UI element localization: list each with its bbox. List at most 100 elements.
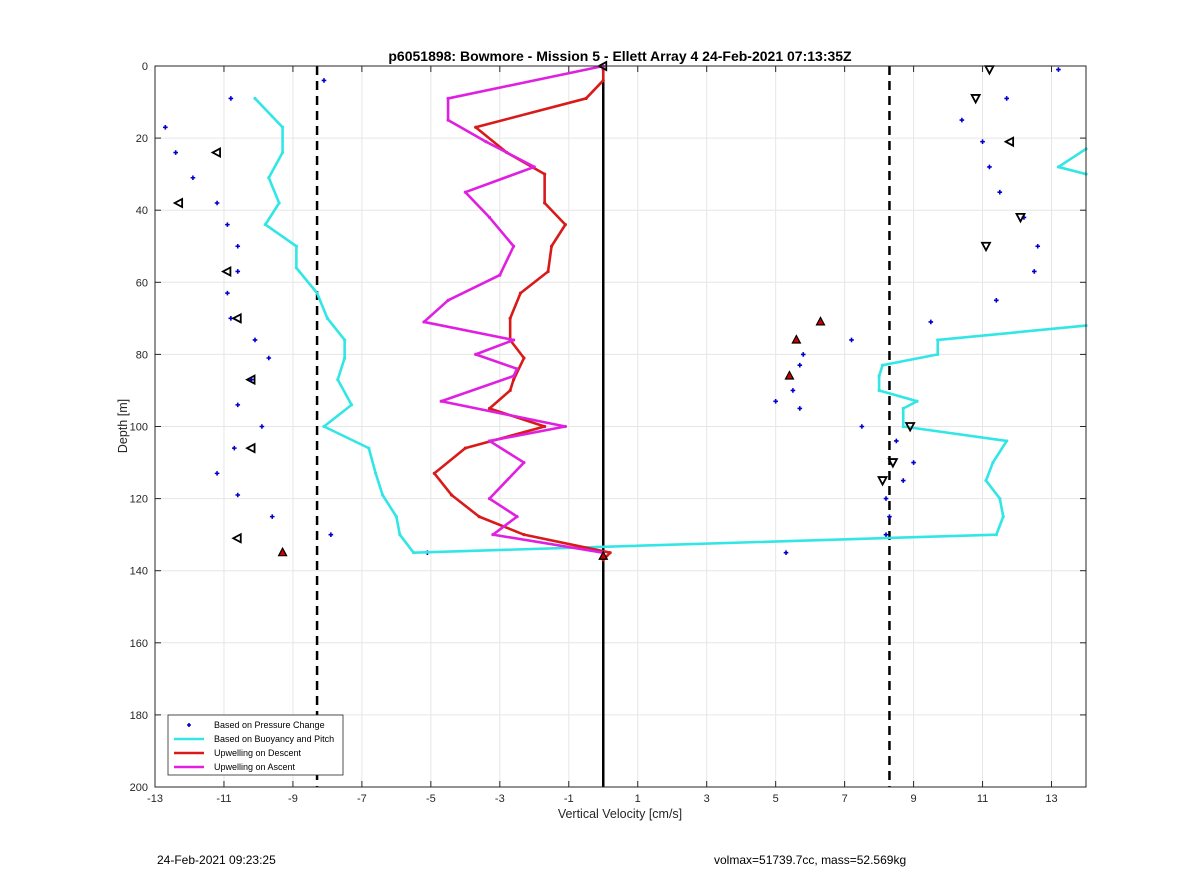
based-on-pressure-change-point [214, 200, 220, 206]
based-on-pressure-change-point [894, 438, 899, 444]
upwelling-on-ascent-point [563, 424, 567, 429]
ascent-marker [172, 197, 184, 209]
descent-marker [1014, 213, 1026, 224]
upwelling-on-ascent-point [512, 338, 516, 342]
based-on-pressure-change-point [1004, 96, 1009, 101]
based-on-pressure-change-point [797, 362, 803, 368]
upwelling-on-ascent-point [491, 533, 495, 537]
based-on-buoyancy-and-pitch-point [267, 176, 271, 180]
based-on-pressure-change-point [911, 460, 916, 465]
based-on-pressure-change-point [797, 406, 803, 411]
y-tick-label: 40 [136, 205, 148, 217]
legend-box [167, 714, 344, 776]
x-tick-label: -3 [495, 793, 505, 805]
based-on-pressure-change-point [235, 492, 241, 498]
based-on-pressure-change-point [1056, 67, 1061, 72]
upwelling-on-descent-point [546, 269, 550, 274]
upwelling-on-descent-point [508, 316, 512, 320]
ascent-marker [231, 532, 242, 544]
based-on-pressure-change-point [883, 496, 889, 501]
inflection-marker [598, 550, 609, 560]
chart-title: p6051898: Bowmore - Mission 5 - Ellett A… [388, 48, 852, 64]
based-on-pressure-change-point [328, 532, 334, 537]
ascent-marker [1003, 136, 1015, 148]
y-tick-label: 100 [130, 422, 148, 434]
legend-label: Upwelling on Descent [214, 748, 302, 758]
ascent-marker [245, 374, 256, 386]
upwelling-on-ascent-point [422, 320, 426, 324]
based-on-buoyancy-and-pitch-point [343, 356, 347, 360]
upwelling-on-ascent-point [512, 374, 516, 378]
based-on-pressure-change-point [190, 175, 196, 181]
based-on-buoyancy-and-pitch-point [984, 478, 988, 483]
based-on-buoyancy-and-pitch-point [412, 551, 416, 555]
upwelling-on-ascent-point [484, 140, 488, 144]
based-on-pressure-change-point [225, 290, 230, 296]
based-on-pressure-change-point [859, 424, 865, 429]
x-tick-label: -11 [216, 793, 231, 805]
based-on-buoyancy-and-pitch-point [315, 291, 319, 295]
upwelling-on-ascent-point [522, 460, 526, 465]
based-on-pressure-change-point [252, 337, 258, 343]
based-on-buoyancy-and-pitch-point [367, 446, 371, 450]
based-on-buoyancy-and-pitch-point [380, 493, 385, 497]
based-on-buoyancy-and-pitch-point [915, 399, 919, 403]
y-tick-label: 0 [142, 61, 148, 73]
y-tick-label: 80 [136, 349, 148, 361]
based-on-pressure-change-point [783, 550, 789, 555]
upwelling-on-ascent-point [532, 165, 536, 169]
x-tick-label: 9 [911, 793, 917, 805]
inflection-marker [784, 370, 795, 380]
x-tick-label: -1 [564, 793, 574, 805]
upwelling-on-descent-point [522, 533, 526, 537]
x-tick-label: 5 [773, 793, 779, 805]
based-on-pressure-change-point [987, 164, 992, 170]
based-on-pressure-change-point [900, 478, 906, 483]
based-on-pressure-change-point [235, 402, 241, 408]
based-on-pressure-change-point [235, 243, 241, 249]
based-on-buoyancy-and-pitch-point [277, 201, 281, 205]
based-on-pressure-change-point [232, 445, 237, 451]
based-on-buoyancy-and-pitch-point [325, 316, 330, 320]
based-on-buoyancy-and-pitch-point [336, 378, 340, 382]
based-on-pressure-change-point [235, 269, 241, 274]
based-on-buoyancy-and-pitch-point [901, 424, 905, 429]
y-axis-label: Depth [m] [116, 399, 130, 453]
upwelling-on-descent-point [512, 378, 516, 382]
based-on-buoyancy-and-pitch-point [1056, 165, 1061, 169]
based-on-buoyancy-and-pitch-point [253, 96, 257, 101]
based-on-pressure-change-point [266, 355, 272, 361]
based-on-buoyancy-and-pitch-point [263, 223, 267, 227]
reference-lines [315, 66, 891, 787]
based-on-pressure-change-point [994, 298, 999, 303]
based-on-buoyancy-and-pitch-point [374, 471, 378, 475]
based-on-buoyancy-and-pitch-point [901, 406, 905, 411]
x-axis-label: Vertical Velocity [cm/s] [558, 807, 682, 821]
inflection-marker [815, 316, 826, 326]
based-on-buoyancy-and-pitch-point [991, 460, 995, 465]
inflection-marker [277, 546, 288, 557]
based-on-pressure-change-point [269, 514, 275, 519]
y-tick-label: 20 [136, 133, 148, 145]
upwelling-on-descent-point [543, 201, 547, 205]
based-on-buoyancy-and-pitch-point [343, 338, 347, 342]
y-tick-label: 140 [130, 566, 148, 578]
based-on-pressure-change-point [225, 222, 230, 227]
based-on-buoyancy-and-pitch-point [880, 363, 885, 367]
descent-marker [980, 241, 992, 253]
upwelling-on-descent-point [549, 244, 554, 248]
x-tick-label: -9 [288, 793, 298, 805]
based-on-buoyancy-and-pitch-point [877, 388, 881, 393]
based-on-buoyancy-and-pitch-point [936, 338, 940, 342]
based-on-pressure-change-point [773, 398, 778, 404]
descent-marker [877, 476, 889, 487]
based-on-pressure-change-point [980, 139, 985, 145]
upwelling-on-descent-point [474, 125, 478, 129]
marker-layer [172, 60, 1026, 560]
descent-marker [887, 458, 899, 469]
y-tick-label: 120 [130, 494, 148, 506]
upwelling-on-ascent-point [463, 190, 467, 194]
upwelling-on-ascent-point [515, 515, 519, 519]
based-on-pressure-change-point [883, 532, 889, 537]
ascent-marker [231, 312, 242, 324]
